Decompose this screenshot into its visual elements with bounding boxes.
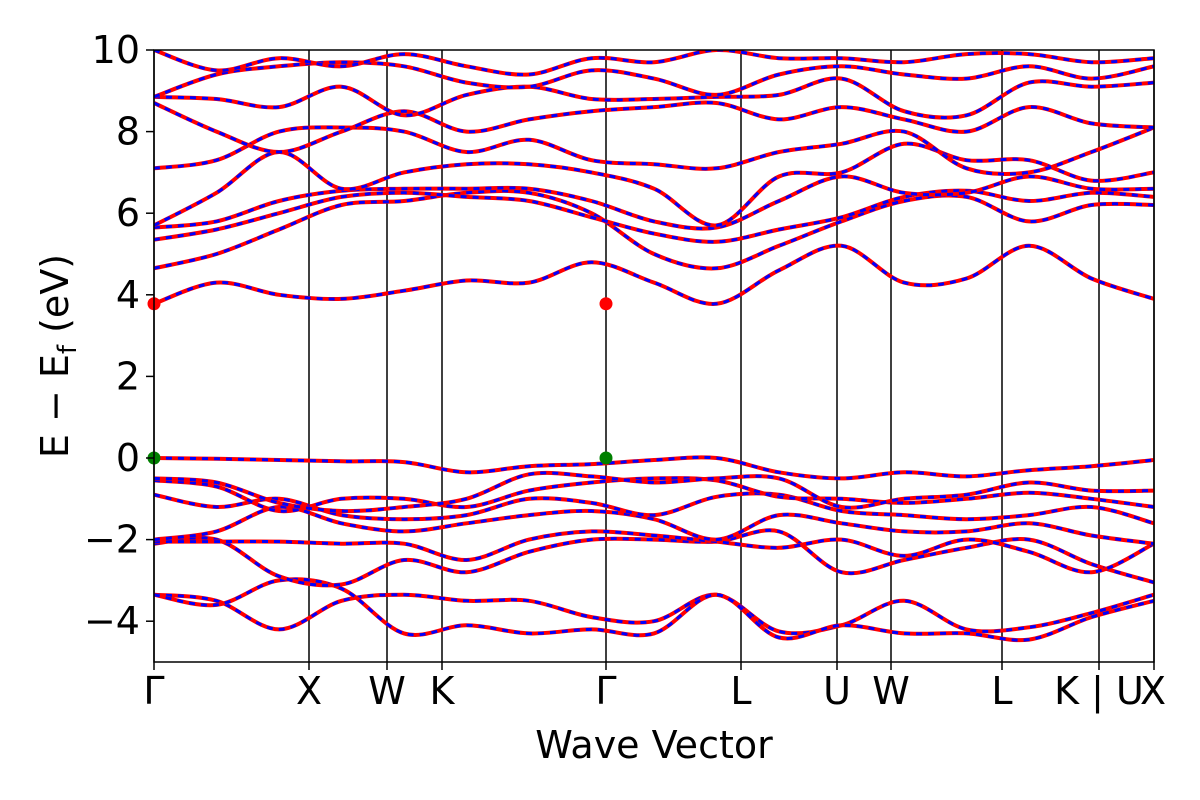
band-line-up <box>154 60 1154 99</box>
band-line-down <box>154 593 1154 635</box>
vbm-marker <box>599 451 613 465</box>
y-tick-label: 6 <box>116 191 140 235</box>
band-line-up <box>154 100 1154 155</box>
plot-background <box>154 50 1154 662</box>
band-line-down <box>154 505 1154 546</box>
x-tick-label: U <box>823 669 851 713</box>
x-tick-label: W <box>872 669 910 713</box>
y-tick-label: 0 <box>116 436 140 480</box>
y-axis-ticks: −4 −2 0 2 4 6 8 10 <box>84 28 154 643</box>
plot-frame <box>153 49 1155 663</box>
x-tick-label: L <box>730 669 751 713</box>
band-line-down <box>154 529 1154 574</box>
x-tick-label: W <box>368 669 406 713</box>
x-tick-label: X <box>296 669 322 713</box>
y-tick-label: −2 <box>84 518 140 562</box>
band-line-down <box>154 476 1154 513</box>
x-tick-label: L <box>991 669 1012 713</box>
band-line-down <box>154 125 1154 176</box>
x-tick-label: Γ <box>595 669 616 713</box>
y-tick-label: 2 <box>116 354 140 398</box>
band-line-up <box>154 174 1154 231</box>
y-axis-title-unit: (eV) <box>33 254 77 345</box>
band-line-down <box>154 76 1154 120</box>
band-lines <box>154 50 1154 643</box>
band-line-up <box>154 50 1154 77</box>
x-tick-label: X <box>1140 669 1166 713</box>
y-axis-title-sub: f <box>53 344 83 354</box>
band-line-down <box>154 189 1154 244</box>
band-line-down <box>154 471 1154 513</box>
y-tick-label: 10 <box>92 28 140 72</box>
x-tick-label: Γ <box>143 669 164 713</box>
cbm-marker <box>599 297 613 311</box>
y-axis-title: E − Ef (eV) <box>33 254 83 458</box>
x-axis-title: Wave Vector <box>535 723 773 767</box>
y-tick-label: 8 <box>116 110 140 154</box>
y-axis-title-main: E − E <box>33 354 77 458</box>
band-line-down <box>154 491 1154 525</box>
band-line-down <box>154 455 1154 480</box>
band-line-down <box>154 244 1154 306</box>
x-tick-label: K | U <box>1054 669 1144 714</box>
band-line-down <box>154 189 1154 270</box>
y-tick-label: −4 <box>84 599 140 643</box>
band-line-up <box>154 141 1154 228</box>
band-line-down <box>154 577 1154 642</box>
y-tick-label: 4 <box>116 273 140 317</box>
x-tick-label: K <box>430 669 456 713</box>
